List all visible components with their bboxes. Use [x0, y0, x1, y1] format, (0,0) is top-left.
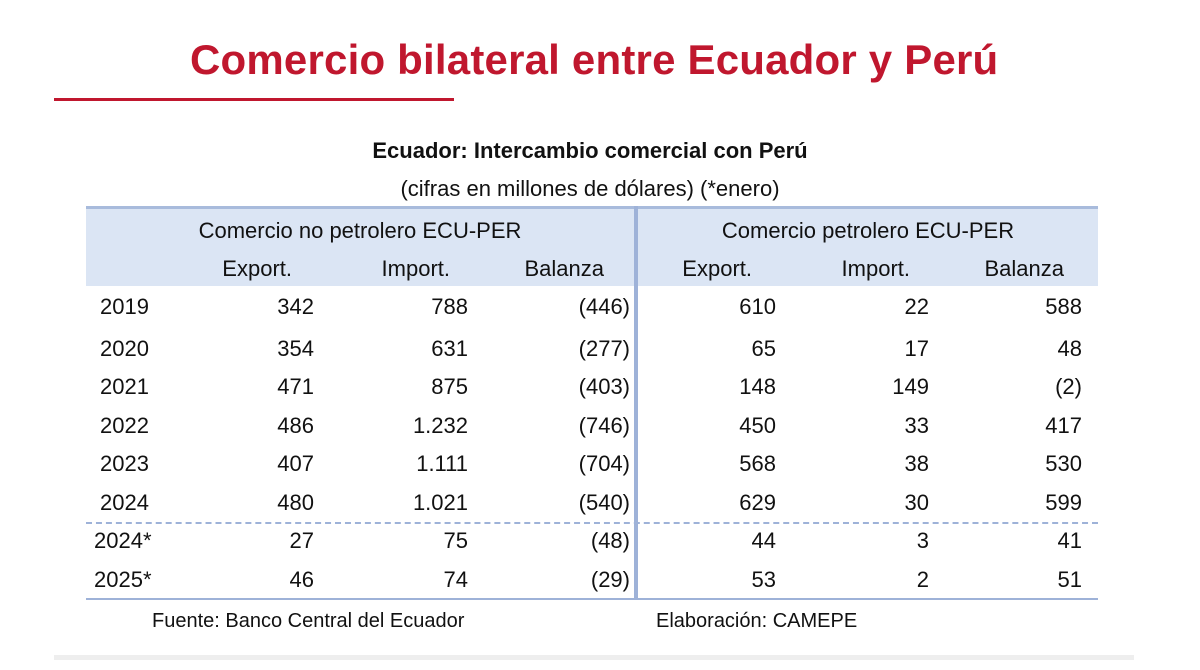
table-cell: 17 — [904, 336, 929, 361]
table-cell: 1.232 — [412, 413, 468, 438]
table-cell: 342 — [277, 294, 314, 319]
table-cell: 875 — [431, 374, 468, 399]
column-group-separator — [634, 206, 638, 600]
table-row: 2023 407 1.111 (704) 568 38 530 — [86, 451, 1098, 489]
table-row: 2022 486 1.232 (746) 450 33 417 — [86, 413, 1098, 451]
table-row: 2019 342 788 (446) 610 22 588 — [86, 294, 1098, 332]
row-year: 2020 — [100, 336, 149, 361]
table-cell: 46 — [289, 567, 314, 592]
table-cell: 3 — [916, 528, 929, 553]
table-cell: 354 — [277, 336, 314, 361]
row-year: 2024* — [94, 528, 152, 553]
header-background-non-oil — [86, 206, 634, 286]
table-cell: 1.021 — [412, 490, 468, 515]
table-cell: 407 — [277, 451, 314, 476]
table-cell: 65 — [751, 336, 776, 361]
column-header-import-oil: Import. — [841, 256, 910, 281]
table-cell: (2) — [1055, 374, 1082, 399]
table-cell: 631 — [431, 336, 468, 361]
table-cell: 48 — [1057, 336, 1082, 361]
table-cell: 486 — [277, 413, 314, 438]
table-cell: 44 — [751, 528, 776, 553]
table-cell: 417 — [1045, 413, 1082, 438]
table-cell: 610 — [739, 294, 776, 319]
table-cell: 51 — [1057, 567, 1082, 592]
table-cell: 33 — [904, 413, 929, 438]
row-year: 2024 — [100, 490, 149, 515]
title-underline — [54, 98, 454, 101]
table-row: 2021 471 875 (403) 148 149 (2) — [86, 374, 1098, 412]
table-cell: 38 — [904, 451, 929, 476]
table-cell: 30 — [904, 490, 929, 515]
source-note: Fuente: Banco Central del Ecuador — [152, 610, 465, 632]
table-cell: 149 — [892, 374, 929, 399]
table-cell: 480 — [277, 490, 314, 515]
table-cell: 41 — [1057, 528, 1082, 553]
group-header-non-oil: Comercio no petrolero ECU-PER — [198, 218, 522, 243]
table-cell: 629 — [739, 490, 776, 515]
table-cell: (403) — [578, 374, 630, 399]
table-cell: (277) — [578, 336, 630, 361]
row-year: 2025* — [94, 567, 152, 592]
credit-note: Elaboración: CAMEPE — [656, 610, 858, 632]
column-header-balance-oil: Balanza — [984, 256, 1064, 281]
table-row: 2020 354 631 (277) 65 17 48 — [86, 336, 1098, 374]
table-cell: 75 — [443, 528, 468, 553]
row-year: 2023 — [100, 451, 149, 476]
table-cell: (746) — [578, 413, 630, 438]
table-row: 2024* 27 75 (48) 44 3 41 — [86, 528, 1098, 566]
table-cell: (48) — [590, 528, 630, 553]
top-rule — [86, 206, 634, 209]
table-cell: 74 — [443, 567, 468, 592]
table-cell: 2 — [916, 567, 929, 592]
table-cell: 148 — [739, 374, 776, 399]
table-cell: (704) — [578, 451, 630, 476]
row-year: 2022 — [100, 413, 149, 438]
table-cell: 53 — [751, 567, 776, 592]
table-cell: (446) — [578, 294, 630, 319]
table-cell: 471 — [277, 374, 314, 399]
table-cell: 568 — [739, 451, 776, 476]
page-title: Comercio bilateral entre Ecuador y Perú — [190, 36, 999, 83]
group-header-oil: Comercio petrolero ECU-PER — [721, 218, 1015, 243]
column-header-import-non-oil: Import. — [381, 256, 450, 281]
dashed-divider — [86, 522, 1098, 524]
column-header-export-non-oil: Export. — [222, 256, 292, 281]
table-cell: 27 — [289, 528, 314, 553]
top-rule — [638, 206, 1098, 209]
table-cell: (540) — [578, 490, 630, 515]
table-subtitle: (cifras en millones de dólares) (*enero) — [400, 176, 780, 201]
table-title: Ecuador: Intercambio comercial con Perú — [372, 138, 808, 163]
column-header-export-oil: Export. — [682, 256, 752, 281]
table-cell: 788 — [431, 294, 468, 319]
row-year: 2019 — [100, 294, 149, 319]
footer-strip — [54, 655, 1134, 660]
bottom-rule — [86, 598, 1098, 600]
table-cell: 588 — [1045, 294, 1082, 319]
table-cell: 599 — [1045, 490, 1082, 515]
table-row: 2024 480 1.021 (540) 629 30 599 — [86, 490, 1098, 528]
table-cell: 450 — [739, 413, 776, 438]
column-header-balance-non-oil: Balanza — [524, 256, 604, 281]
row-year: 2021 — [100, 374, 149, 399]
table-row: 2025* 46 74 (29) 53 2 51 — [86, 567, 1098, 605]
table-cell: 22 — [904, 294, 929, 319]
table-cell: (29) — [590, 567, 630, 592]
table-cell: 1.111 — [416, 451, 468, 476]
table-cell: 530 — [1045, 451, 1082, 476]
header-background-oil — [638, 206, 1098, 286]
